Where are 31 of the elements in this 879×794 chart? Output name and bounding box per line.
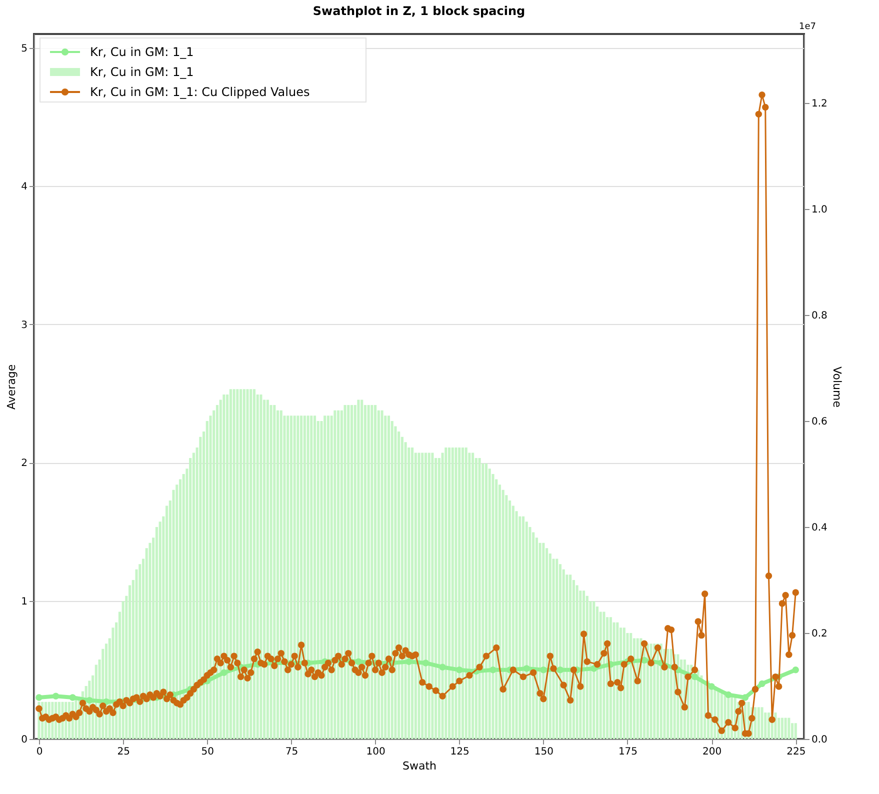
x-tick-label: 125 <box>450 746 470 758</box>
y2-tick-label: 0.0 <box>812 734 828 746</box>
y2-axis-title: Volume <box>830 366 844 408</box>
y-tick-label: 5 <box>21 43 28 54</box>
x-tick-label: 225 <box>786 746 806 758</box>
legend-label: Kr, Cu in GM: 1_1 <box>90 45 194 59</box>
y-tick-label: 2 <box>21 458 28 470</box>
legend-label: Kr, Cu in GM: 1_1: Cu Clipped Values <box>90 85 310 99</box>
legend-label: Kr, Cu in GM: 1_1 <box>90 65 194 79</box>
y2-tick-label: 0.6 <box>812 416 828 428</box>
y-tick-label: 3 <box>21 320 28 331</box>
chart-title: Swathplot in Z, 1 block spacing <box>312 4 526 18</box>
x-tick-label: 150 <box>534 746 554 758</box>
text: 1e7 <box>799 22 816 32</box>
x-tick-label: 75 <box>285 746 298 758</box>
y-tick-label: 4 <box>21 182 28 193</box>
y2-tick-label: 0.8 <box>812 310 828 322</box>
y-tick-label: 1 <box>21 596 28 608</box>
x-tick-label: 0 <box>36 746 43 758</box>
y2-tick-label: 0.4 <box>812 522 828 534</box>
x-tick-label: 175 <box>618 746 638 758</box>
x-tick-label: 50 <box>201 746 214 758</box>
x-tick-label: 200 <box>702 746 722 758</box>
y2-tick-label: 0.2 <box>812 628 828 640</box>
y2-tick-label: 1.0 <box>812 204 828 216</box>
y-tick-label: 0 <box>21 734 28 746</box>
y-axis-title: Average <box>5 364 18 410</box>
x-axis-title: Swath <box>402 760 437 772</box>
x-tick-label: 25 <box>117 746 130 758</box>
y2-tick-label: 1.2 <box>812 98 828 110</box>
x-tick-label: 100 <box>366 746 386 758</box>
